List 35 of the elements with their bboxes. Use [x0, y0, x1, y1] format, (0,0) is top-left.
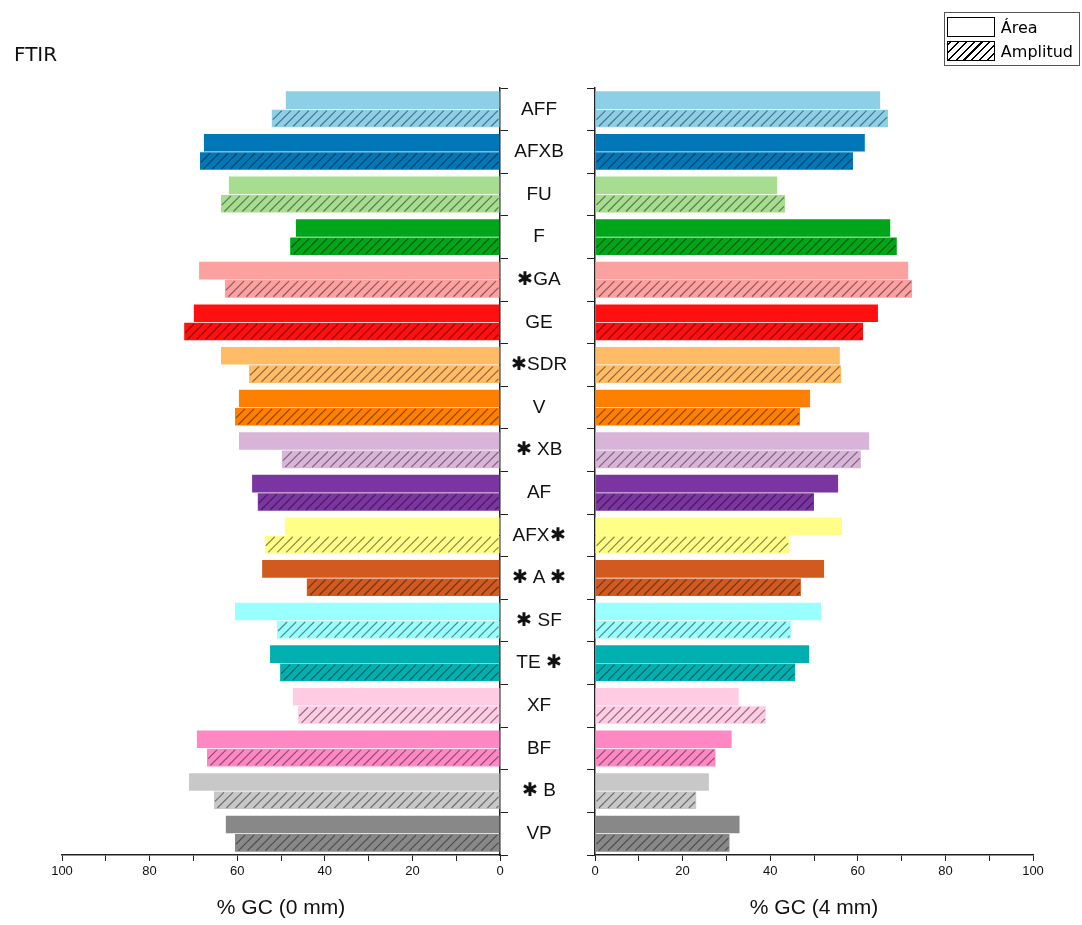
y-tick-label: V [532, 395, 546, 417]
x-tick-label: 100 [1022, 863, 1044, 879]
x-tick-label: 80 [142, 863, 157, 879]
x-tick-label: 40 [762, 863, 778, 879]
x-tick-label: 20 [405, 863, 420, 879]
y-tick-label: ✱ B [522, 779, 557, 801]
y-tick-label: AFX✱ [512, 523, 566, 545]
y-tick-label: F [533, 225, 545, 247]
chart-title: FTIR [14, 42, 58, 66]
x-tick-label: 80 [938, 863, 953, 879]
x-axis-title: % GC (4 mm) [749, 895, 879, 919]
y-tick-label: VP [526, 821, 552, 843]
y-tick-label: XF [526, 694, 552, 716]
y-tick-label: FU [526, 182, 552, 204]
x-axis-title: % GC (0 mm) [216, 895, 346, 919]
y-tick-label: AF [526, 481, 552, 503]
x-tick-label: 60 [229, 863, 245, 879]
x-tick-label: 0 [591, 863, 599, 879]
y-tick-label: ✱ XB [515, 438, 563, 460]
y-tick-label: ✱GA [517, 267, 562, 289]
x-tick-label: 60 [850, 863, 866, 879]
x-tick-label: 100 [51, 863, 73, 879]
y-tick-label: AFF [521, 97, 557, 119]
y-tick-label: TE ✱ [516, 651, 562, 673]
text: Área [1000, 17, 1038, 37]
y-tick-label: BF [526, 736, 552, 758]
x-tick-label: 0 [496, 863, 504, 879]
legend-label: Amplitud [1000, 41, 1073, 61]
y-tick-label: GE [525, 310, 553, 332]
y-tick-label: ✱SDR [511, 353, 568, 375]
x-tick-label: 20 [675, 863, 690, 879]
y-tick-label: AFXB [514, 140, 564, 162]
y-tick-label: ✱ A ✱ [512, 566, 566, 588]
x-tick-label: 40 [317, 863, 333, 879]
y-tick-label: ✱ SF [516, 608, 562, 630]
